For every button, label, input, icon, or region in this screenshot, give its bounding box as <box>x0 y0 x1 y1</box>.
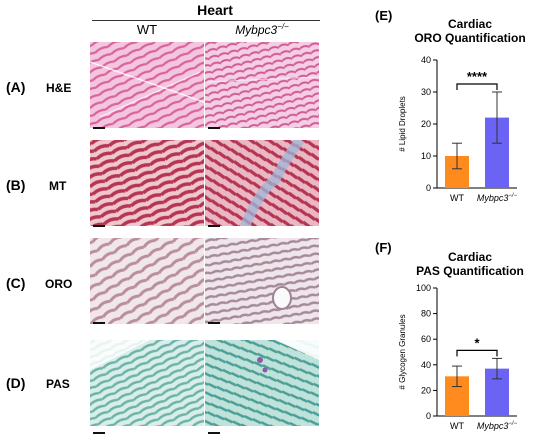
column-label-wt: WT <box>136 22 158 37</box>
x-tick-label-mybpc3: Mybpc3−/− <box>477 193 518 203</box>
row-letter-c: (C) <box>6 275 26 291</box>
chart-e-title-line1: Cardiac <box>447 17 493 31</box>
micrograph-mt-wt <box>90 140 204 226</box>
chart-e-title-line2: ORO Quantification <box>414 31 526 45</box>
scale-bar <box>93 225 105 227</box>
stain-label-mt: MT <box>49 179 67 193</box>
stain-label-he: H&E <box>46 81 72 95</box>
scale-bar <box>93 127 105 129</box>
scale-bar <box>208 322 220 324</box>
y-tick-label: 40 <box>421 360 431 370</box>
scale-bar <box>208 432 220 434</box>
row-letter-d: (D) <box>6 375 26 391</box>
y-tick-label: 80 <box>421 309 431 319</box>
y-tick-label: 10 <box>421 151 431 161</box>
panel-letter-f: (F) <box>375 240 392 255</box>
micrograph-mt-mybpc3 <box>205 140 319 226</box>
heart-title-rule <box>92 20 320 21</box>
y-tick-label: 20 <box>421 119 431 129</box>
chart-f: # Glycogen Granules 0 20 40 60 80 100 WT Mybpc3−… <box>398 283 518 431</box>
column-label-mybpc3-base: Mybpc3 <box>235 23 278 37</box>
x-tick-label-wt: WT <box>450 421 464 431</box>
significance-stars: **** <box>467 69 488 84</box>
y-axis-label: # Lipid Droplets <box>398 96 407 152</box>
micrograph-pas-mybpc3 <box>205 340 319 426</box>
scale-bar <box>208 225 220 227</box>
stain-label-pas: PAS <box>46 377 70 391</box>
scale-bar <box>93 322 105 324</box>
y-tick-label: 40 <box>421 55 431 65</box>
x-tick-label-mybpc3: Mybpc3−/− <box>477 421 518 431</box>
y-tick-label: 60 <box>421 334 431 344</box>
significance-stars: * <box>474 335 480 350</box>
row-letter-b: (B) <box>6 177 26 193</box>
x-tick-label-wt: WT <box>450 193 464 203</box>
micrograph-oro-wt <box>90 238 204 324</box>
stain-label-oro: ORO <box>45 277 73 291</box>
y-tick-label: 30 <box>421 87 431 97</box>
scale-bar <box>208 127 220 129</box>
column-label-mybpc3-sup: −/− <box>277 22 289 31</box>
row-letter-a: (A) <box>6 79 26 95</box>
scale-bar <box>93 432 105 434</box>
micrograph-he-mybpc3 <box>205 42 319 128</box>
micrograph-oro-mybpc3 <box>205 238 319 324</box>
significance-bracket <box>456 349 498 357</box>
y-axis-label: # Glycogen Granules <box>398 314 407 389</box>
panel-letter-e: (E) <box>375 8 393 23</box>
heart-title: Heart <box>197 2 233 18</box>
chart-f-title-line1: Cardiac <box>447 250 493 264</box>
column-label-mybpc3: Mybpc3−/− <box>205 22 319 37</box>
y-tick-label: 20 <box>421 385 431 395</box>
y-tick-label: 0 <box>426 183 431 193</box>
chart-f-title-line2: PAS Quantification <box>416 264 524 278</box>
chart-e: # Lipid Droplets 0 10 20 30 40 WT Mybpc3−/− **** <box>398 55 518 203</box>
micrograph-pas-wt <box>90 340 204 426</box>
y-tick-label: 100 <box>416 283 431 293</box>
y-tick-label: 0 <box>426 411 431 421</box>
significance-bracket <box>456 83 498 90</box>
micrograph-he-wt <box>90 42 204 128</box>
